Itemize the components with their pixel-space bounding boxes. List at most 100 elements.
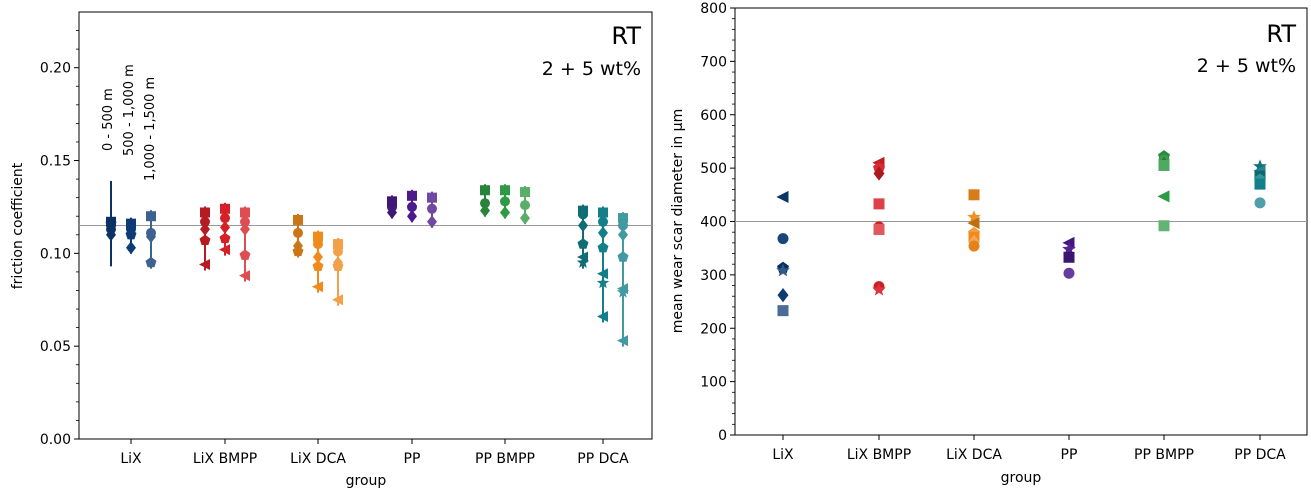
left-data-points <box>105 180 630 347</box>
friction-point <box>598 226 608 240</box>
left-x-ticks: LiX LiX BMPP LiX DCA PP PP BMPP PP DCA <box>120 439 629 467</box>
friction-point <box>106 228 116 242</box>
friction-point <box>597 310 608 322</box>
left-annotation-rt: RT <box>611 22 641 50</box>
right-y-axis-label: mean wear scar diameter in µm <box>670 109 686 333</box>
friction-point <box>292 245 304 257</box>
friction-point <box>333 246 343 257</box>
wear-scar-point <box>1063 267 1075 279</box>
friction-point <box>480 204 490 218</box>
wear-scar-point <box>967 210 981 223</box>
friction-point <box>578 209 588 220</box>
friction-point <box>520 211 530 225</box>
right-y-tick-label: 600 <box>700 108 727 124</box>
left-x-axis-label: group <box>346 473 387 489</box>
friction-point <box>387 206 397 220</box>
distance-label-500-1000: 500 - 1,000 m <box>122 64 137 156</box>
friction-point <box>387 196 397 207</box>
friction-point <box>219 244 230 256</box>
friction-point <box>313 239 323 250</box>
friction-point <box>332 260 344 271</box>
friction-point <box>480 185 490 196</box>
wear-scar-point <box>1062 236 1075 249</box>
friction-point <box>199 258 210 270</box>
right-y-tick-label: 0 <box>718 428 727 444</box>
right-y-ticks: 0 100 200 300 400 500 600 700 800 <box>700 1 735 444</box>
friction-point <box>500 196 510 207</box>
left-y-tick-label: 0.05 <box>40 339 71 355</box>
friction-point <box>200 207 210 218</box>
right-y-tick-label: 400 <box>700 215 727 231</box>
friction-point <box>407 201 417 212</box>
friction-point <box>293 214 303 225</box>
friction-point <box>239 270 250 282</box>
friction-point <box>597 268 608 280</box>
wear-scar-point <box>776 190 789 203</box>
wear-scar-point <box>968 189 980 201</box>
left-y-tick-label: 0.10 <box>40 246 71 262</box>
friction-point <box>578 219 588 232</box>
wear-scar-point <box>968 240 980 252</box>
right-y-tick-label: 200 <box>700 321 727 337</box>
friction-point <box>596 276 610 289</box>
friction-point <box>427 215 437 229</box>
friction-point <box>480 198 490 209</box>
wear-scar-point <box>1158 159 1170 171</box>
left-y-tick-label: 0.15 <box>40 154 71 170</box>
friction-point <box>313 231 323 242</box>
left-x-tick-label: PP BMPP <box>475 451 535 467</box>
friction-point <box>333 239 343 250</box>
wear-scar-point <box>1062 242 1076 255</box>
right-x-tick-label: PP <box>1061 447 1078 463</box>
left-y-axis-label: friction coefficient <box>10 162 26 289</box>
left-y-tick-label: 0.00 <box>40 432 71 448</box>
wear-scar-point <box>873 198 885 210</box>
friction-point <box>219 232 231 244</box>
wear-scar-point <box>1253 159 1267 173</box>
right-y-tick-label: 700 <box>700 54 727 70</box>
friction-point <box>500 206 510 220</box>
wear-scar-point <box>776 263 790 277</box>
friction-point <box>145 256 157 268</box>
friction-point <box>407 190 417 201</box>
left-x-tick-label: LiX DCA <box>290 451 346 467</box>
right-data-points <box>776 150 1267 317</box>
right-x-ticks: LiX LiX BMPP LiX DCA PP PP BMPP PP DCA <box>772 435 1286 463</box>
friction-point <box>239 249 251 260</box>
friction-point <box>312 281 323 293</box>
friction-point <box>312 260 324 271</box>
right-x-tick-label: PP DCA <box>1234 447 1286 463</box>
left-x-tick-label: LiX BMPP <box>193 451 257 467</box>
friction-point <box>126 218 136 229</box>
friction-point <box>240 207 250 218</box>
right-x-axis-label: group <box>1001 470 1042 486</box>
friction-point <box>220 220 230 234</box>
friction-point <box>220 203 230 214</box>
friction-point <box>577 238 589 249</box>
distance-label-1000-1500: 1,000 - 1,500 m <box>143 77 158 181</box>
wear-scar-point <box>1157 190 1170 203</box>
wear-scar-point <box>777 305 789 317</box>
friction-point <box>332 294 343 306</box>
left-y-ticks: 0.00 0.05 0.10 0.15 0.20 <box>40 30 79 448</box>
friction-point <box>577 251 588 263</box>
wear-scar-point <box>1063 251 1075 263</box>
left-y-tick-label: 0.20 <box>40 61 71 77</box>
right-x-tick-label: PP BMPP <box>1134 447 1194 463</box>
right-y-tick-label: 500 <box>700 161 727 177</box>
friction-point <box>146 230 156 244</box>
right-annotation-rt: RT <box>1266 20 1296 48</box>
left-x-tick-label: PP DCA <box>577 451 629 467</box>
friction-point <box>576 256 590 268</box>
friction-point <box>293 227 303 238</box>
friction-point <box>598 207 608 218</box>
wear-scar-point <box>1254 178 1266 190</box>
wear-scar-point <box>1158 220 1170 232</box>
friction-point <box>427 192 437 203</box>
wear-scar-point <box>1254 197 1266 209</box>
right-annotation-concentration: 2 + 5 wt% <box>1197 55 1296 77</box>
friction-point <box>200 222 210 236</box>
friction-point <box>617 251 629 262</box>
friction-point <box>105 217 117 229</box>
